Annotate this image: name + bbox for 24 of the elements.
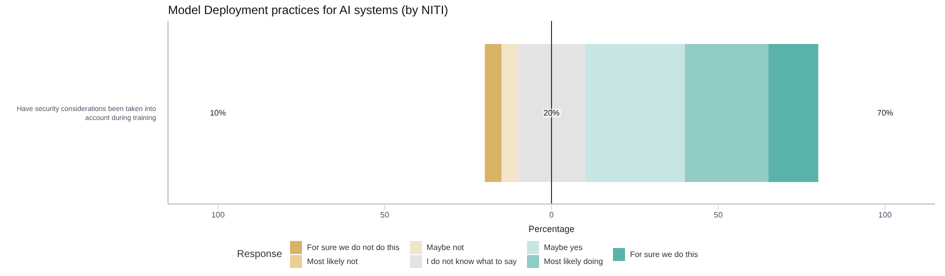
x-axis-title: Percentage	[528, 224, 575, 234]
x-tick-label: 50	[714, 210, 724, 220]
bar	[768, 44, 818, 182]
bar	[484, 44, 502, 182]
bar	[584, 44, 685, 182]
bar	[518, 44, 585, 182]
x-tick-label: 100	[878, 210, 892, 220]
legend-title: Response	[237, 248, 282, 260]
legend-label: Maybe yes	[544, 242, 582, 252]
annotation: 10%	[208, 108, 227, 117]
annotation: 20%	[542, 108, 561, 117]
legend-label: For sure we do not do this	[307, 242, 400, 252]
annotation: 70%	[876, 108, 894, 117]
x-tick-label: 0	[549, 210, 554, 220]
x-tick-label: 50	[380, 210, 390, 220]
legend-label: For sure we do this	[630, 250, 698, 258]
bar	[501, 44, 518, 182]
legend-label: I do not know what to say	[426, 256, 517, 266]
legend-label: Most likely doing	[544, 256, 603, 266]
legend-label: Most likely not	[307, 256, 358, 266]
bar	[684, 44, 768, 182]
chart-title: Model Deployment practices for AI systems (by NITI)	[167, 2, 450, 19]
legend-label: Maybe not	[426, 242, 464, 252]
x-tick-label: 100	[211, 210, 226, 220]
